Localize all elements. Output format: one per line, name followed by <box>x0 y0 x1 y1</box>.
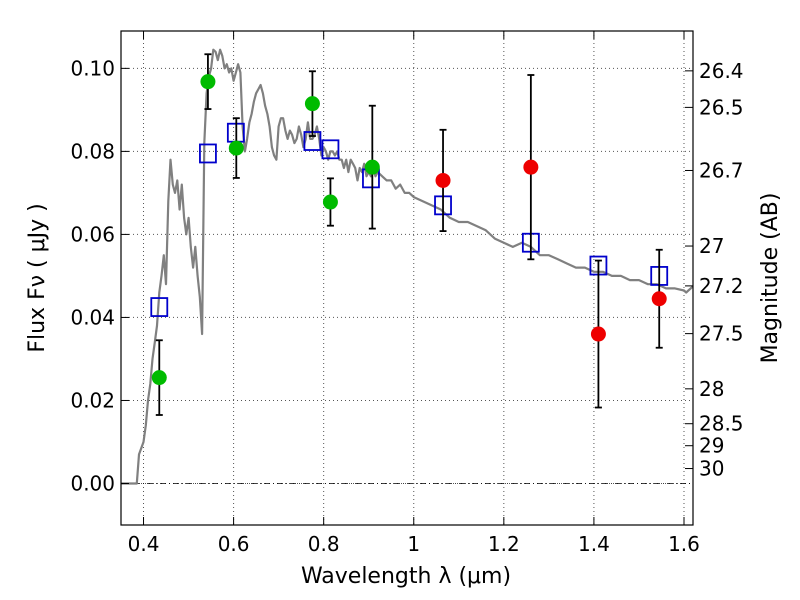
ticks: 0.4 0.6 0.8 1 1.2 1.4 1.6 0.00 0.02 0.04 0.06 0.08 0… <box>70 31 744 556</box>
y-axis-label: Flux Fν ( μJy ) <box>25 203 50 352</box>
photometry-point <box>200 74 216 90</box>
x-tick-label: 0.6 <box>218 532 250 556</box>
photometry-point <box>151 370 167 386</box>
mag-tick-label: 27 <box>699 234 724 258</box>
y2-axis-label: Magnitude (AB) <box>758 193 783 364</box>
x-tick-label: 1 <box>407 532 420 556</box>
mag-tick-label: 27.5 <box>699 322 744 346</box>
model-photometry-square <box>321 139 340 160</box>
x-tick-label: 1.2 <box>488 532 520 556</box>
mag-tick-label: 29 <box>699 434 724 458</box>
x-tick-label: 0.8 <box>308 532 340 556</box>
mag-tick-label: 26.4 <box>699 59 744 83</box>
x-tick-label: 0.4 <box>128 532 160 556</box>
mag-tick-label: 27.2 <box>699 274 744 298</box>
sed-model-line <box>121 48 693 485</box>
photometry-point <box>523 159 539 175</box>
y-tick-label: 0.00 <box>70 471 115 495</box>
mag-tick-label: 26.7 <box>699 158 744 182</box>
model-photometry-square <box>199 143 217 164</box>
y-tick-label: 0.02 <box>70 388 115 412</box>
y-tick-label: 0.08 <box>70 139 115 163</box>
photometry-point <box>228 140 244 156</box>
photometry-point <box>304 96 320 112</box>
photometry-point <box>322 194 338 210</box>
x-tick-label: 1.6 <box>668 532 700 556</box>
plot-area <box>121 48 693 485</box>
plot-frame <box>120 30 694 526</box>
mag-tick-label: 28 <box>699 377 724 401</box>
y-tick-label: 0.10 <box>70 56 115 80</box>
photometry-point <box>651 291 667 307</box>
photometry-point <box>364 159 380 175</box>
mag-tick-label: 26.5 <box>699 95 744 119</box>
photometry-point <box>435 172 451 188</box>
y-tick-label: 0.06 <box>70 222 115 246</box>
mag-tick-label: 30 <box>699 457 724 481</box>
model-photometry-square <box>150 297 169 317</box>
y-tick-label: 0.04 <box>70 305 115 329</box>
mag-tick-label: 28.5 <box>699 412 744 436</box>
photometry-point <box>590 326 606 342</box>
x-axis-label: Wavelength λ (μm) <box>301 564 511 589</box>
x-tick-label: 1.4 <box>578 532 610 556</box>
